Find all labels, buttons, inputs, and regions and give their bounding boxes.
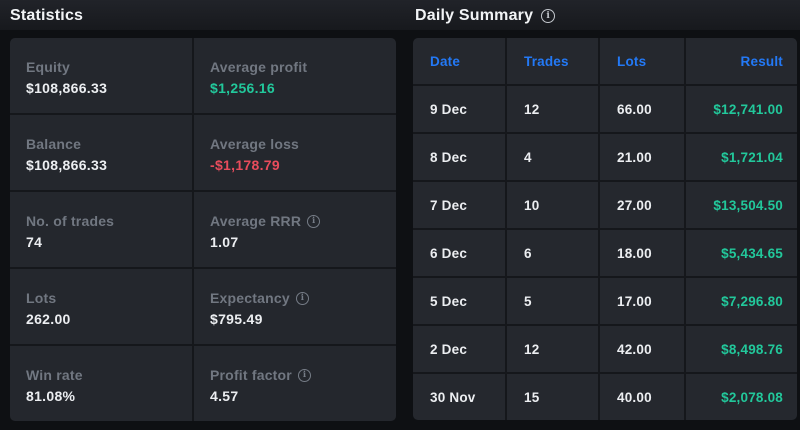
stat-cell: Average profit i $1,256.16 xyxy=(194,38,396,113)
result-cell: $13,504.50 xyxy=(686,182,797,228)
daily-summary-row[interactable]: 30 Nov 15 40.00 $2,078.08 xyxy=(413,374,797,420)
stat-label-row: Balance i xyxy=(26,136,178,152)
column-header-date[interactable]: Date xyxy=(413,38,505,84)
daily-summary-header-row: Date Trades Lots Result xyxy=(413,38,797,84)
daily-summary-row[interactable]: 5 Dec 5 17.00 $7,296.80 xyxy=(413,278,797,324)
lots-cell: 27.00 xyxy=(600,182,684,228)
stat-value: $108,866.33 xyxy=(26,80,108,96)
stat-label-row: Expectancy i xyxy=(210,290,382,306)
stat-label-row: Average RRR i xyxy=(210,213,382,229)
info-icon[interactable]: i xyxy=(307,214,321,228)
stat-label: Lots xyxy=(26,290,57,306)
date-cell: 7 Dec xyxy=(413,182,505,228)
trades-cell: 12 xyxy=(507,326,598,372)
lots-cell: 40.00 xyxy=(600,374,684,420)
stat-label: Average profit xyxy=(210,59,308,75)
stat-label: Equity xyxy=(26,59,70,75)
date-cell: 9 Dec xyxy=(413,86,505,132)
lots-cell: 18.00 xyxy=(600,230,684,276)
stat-value: 81.08% xyxy=(26,388,76,404)
trades-cell: 5 xyxy=(507,278,598,324)
stat-label-row: Win rate i xyxy=(26,367,178,383)
stat-cell: Average RRR i 1.07 xyxy=(194,192,396,267)
stat-value: 1.07 xyxy=(210,234,239,250)
stat-value: -$1,178.79 xyxy=(210,157,280,173)
stat-label: Win rate xyxy=(26,367,83,383)
result-cell: $12,741.00 xyxy=(686,86,797,132)
statistics-grid: Equity i $108,866.33 Average profit i $1… xyxy=(10,38,396,421)
daily-summary-row[interactable]: 7 Dec 10 27.00 $13,504.50 xyxy=(413,182,797,228)
result-cell: $2,078.08 xyxy=(686,374,797,420)
date-cell: 30 Nov xyxy=(413,374,505,420)
daily-summary-row[interactable]: 6 Dec 6 18.00 $5,434.65 xyxy=(413,230,797,276)
result-cell: $7,296.80 xyxy=(686,278,797,324)
trades-cell: 15 xyxy=(507,374,598,420)
stat-cell: Balance i $108,866.33 xyxy=(10,115,192,190)
statistics-title: Statistics xyxy=(10,7,83,25)
statistics-title-text: Statistics xyxy=(10,7,84,24)
stat-label-row: Average loss i xyxy=(210,136,382,152)
trades-cell: 12 xyxy=(507,86,598,132)
result-cell: $8,498.76 xyxy=(686,326,797,372)
info-icon[interactable]: i xyxy=(541,9,556,23)
result-cell: $5,434.65 xyxy=(686,230,797,276)
info-icon[interactable]: i xyxy=(297,368,311,382)
stat-label: No. of trades xyxy=(26,213,115,229)
stat-label: Balance xyxy=(26,136,82,152)
stat-cell: Profit factor i 4.57 xyxy=(194,346,396,421)
stat-label: Average RRR xyxy=(210,213,302,229)
trades-cell: 4 xyxy=(507,134,598,180)
stat-cell: No. of trades i 74 xyxy=(10,192,192,267)
stat-value: 262.00 xyxy=(26,311,71,327)
lots-cell: 42.00 xyxy=(600,326,684,372)
stat-label-row: No. of trades i xyxy=(26,213,178,229)
date-cell: 6 Dec xyxy=(413,230,505,276)
result-cell: $1,721.04 xyxy=(686,134,797,180)
stat-cell: Average loss i -$1,178.79 xyxy=(194,115,396,190)
lots-cell: 17.00 xyxy=(600,278,684,324)
stat-label-row: Equity i xyxy=(26,59,178,75)
daily-summary-row[interactable]: 2 Dec 12 42.00 $8,498.76 xyxy=(413,326,797,372)
column-header-trades[interactable]: Trades xyxy=(507,38,598,84)
top-strip xyxy=(0,0,800,30)
daily-summary-row[interactable]: 8 Dec 4 21.00 $1,721.04 xyxy=(413,134,797,180)
date-cell: 8 Dec xyxy=(413,134,505,180)
trades-cell: 10 xyxy=(507,182,598,228)
stat-label-row: Average profit i xyxy=(210,59,382,75)
stat-value: $108,866.33 xyxy=(26,157,108,173)
stat-label: Expectancy xyxy=(210,290,290,306)
stat-label-row: Profit factor i xyxy=(210,367,382,383)
stat-cell: Expectancy i $795.49 xyxy=(194,269,396,344)
daily-summary-row[interactable]: 9 Dec 12 66.00 $12,741.00 xyxy=(413,86,797,132)
column-header-lots[interactable]: Lots xyxy=(600,38,684,84)
trades-cell: 6 xyxy=(507,230,598,276)
stat-label: Average loss xyxy=(210,136,300,152)
stat-value: $795.49 xyxy=(210,311,263,327)
daily-summary-title: Daily Summary i xyxy=(415,7,556,25)
date-cell: 2 Dec xyxy=(413,326,505,372)
stat-label: Profit factor xyxy=(210,367,292,383)
daily-summary-table: Date Trades Lots Result 9 Dec 12 66.00 $… xyxy=(413,38,797,420)
stat-label-row: Lots i xyxy=(26,290,178,306)
stat-cell: Equity i $108,866.33 xyxy=(10,38,192,113)
date-cell: 5 Dec xyxy=(413,278,505,324)
stat-value: 74 xyxy=(26,234,43,250)
lots-cell: 21.00 xyxy=(600,134,684,180)
stat-cell: Lots i 262.00 xyxy=(10,269,192,344)
daily-summary-title-text: Daily Summary xyxy=(415,7,534,24)
column-header-result[interactable]: Result xyxy=(686,38,797,84)
info-icon[interactable]: i xyxy=(295,291,309,305)
lots-cell: 66.00 xyxy=(600,86,684,132)
stat-value: 4.57 xyxy=(210,388,239,404)
stat-value: $1,256.16 xyxy=(210,80,275,96)
stat-cell: Win rate i 81.08% xyxy=(10,346,192,421)
